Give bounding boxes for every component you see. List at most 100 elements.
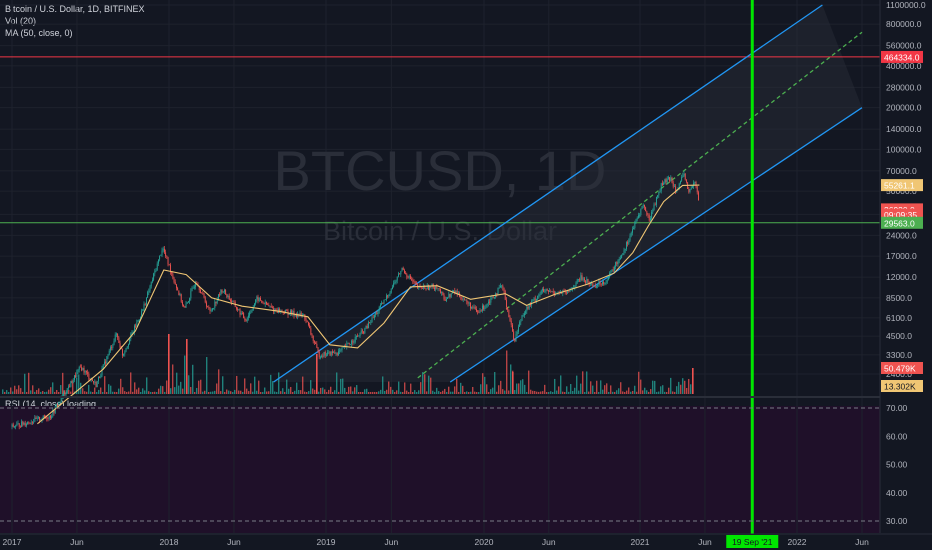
candle-body xyxy=(87,372,89,374)
volume-bar xyxy=(326,392,328,394)
price-tick-label: 4500.0 xyxy=(886,331,912,341)
candle-body xyxy=(203,293,205,298)
candle-body xyxy=(632,229,633,233)
price-tick-label: 8500.0 xyxy=(886,293,912,303)
candle-body xyxy=(594,285,596,288)
volume-bar xyxy=(494,372,496,394)
volume-bar xyxy=(612,391,614,394)
candle-body xyxy=(178,290,180,296)
candle-body xyxy=(71,380,73,384)
candle-body xyxy=(75,375,77,377)
candle-body xyxy=(12,424,14,427)
candle-body xyxy=(686,179,687,183)
candle-body xyxy=(383,299,385,304)
candle-body xyxy=(518,326,519,332)
candle-body xyxy=(47,418,49,420)
volume-bar xyxy=(420,382,422,394)
volume-bar xyxy=(564,391,566,394)
volume-bar xyxy=(92,392,94,394)
volume-bar xyxy=(226,389,228,394)
volume-bar xyxy=(162,386,164,394)
volume-bar xyxy=(518,383,520,394)
volume-bar xyxy=(370,391,372,394)
candle-body xyxy=(215,301,217,304)
time-tick-label: Jun xyxy=(385,537,399,547)
candle-body xyxy=(677,187,679,190)
volume-bar xyxy=(324,389,326,394)
volume-bar xyxy=(574,387,576,394)
volume-bar xyxy=(458,391,460,394)
price-tick-label: 400000.0 xyxy=(886,61,922,71)
candle-body xyxy=(137,320,139,322)
time-tick-label: Jun xyxy=(855,537,869,547)
volume-bar xyxy=(296,382,298,394)
volume-bar xyxy=(570,384,572,394)
volume-bar xyxy=(580,383,582,394)
candle-body xyxy=(42,415,44,420)
volume-label-box xyxy=(881,380,923,392)
candle-body xyxy=(698,192,699,201)
candle-body xyxy=(129,338,131,345)
candle-body xyxy=(36,417,38,419)
candle-body xyxy=(428,284,429,290)
volume-bar xyxy=(152,391,154,394)
volume-bar xyxy=(94,387,96,394)
volume-bar xyxy=(14,385,16,394)
volume-bar xyxy=(6,390,8,394)
candle-body xyxy=(658,192,660,196)
candle-body xyxy=(233,301,235,303)
candle-body xyxy=(375,312,377,316)
candle-body xyxy=(82,367,84,371)
volume-bar xyxy=(462,385,464,394)
volume-bar xyxy=(630,391,632,394)
candle-body xyxy=(29,422,31,424)
candle-body xyxy=(510,320,512,325)
volume-bar xyxy=(484,376,486,394)
price-tick-label: 200000.0 xyxy=(886,103,922,113)
candle-body xyxy=(665,179,667,183)
volume-bar xyxy=(98,389,100,394)
candle-body xyxy=(497,287,499,295)
volume-bar xyxy=(526,391,528,394)
volume-bar xyxy=(588,391,590,394)
candle-body xyxy=(134,325,135,333)
candle-body xyxy=(286,309,288,312)
candle-body xyxy=(500,285,501,288)
candle-body xyxy=(284,312,285,314)
rsi-tick-label: 30.00 xyxy=(886,516,908,526)
candle-body xyxy=(185,303,187,308)
volume-bar xyxy=(194,391,196,394)
volume-bar xyxy=(280,391,282,394)
volume-bar xyxy=(124,391,126,394)
candle-body xyxy=(694,182,696,184)
volume-bar xyxy=(444,388,446,394)
volume-bar xyxy=(684,380,686,394)
candle-body xyxy=(257,296,259,302)
candle-body xyxy=(86,371,87,373)
candle-body xyxy=(318,351,320,358)
price-tick-label: 100000.0 xyxy=(886,144,922,154)
candle-body xyxy=(429,285,431,290)
rsi-legend[interactable]: RSI (14, close) loading... xyxy=(5,399,104,409)
volume-bar xyxy=(468,391,470,394)
candle-body xyxy=(342,346,344,348)
volume-bar xyxy=(590,381,592,394)
legend-volume-line[interactable]: Vol (20) xyxy=(5,16,37,26)
volume-bar xyxy=(300,390,302,394)
candle-body xyxy=(650,218,651,221)
candle-body xyxy=(190,291,192,299)
candle-body xyxy=(660,183,662,191)
candle-body xyxy=(522,315,524,316)
candle-body xyxy=(380,304,381,307)
candle-body xyxy=(629,235,631,241)
volume-bar xyxy=(244,378,246,394)
volume-bar xyxy=(90,391,92,394)
volume-bar xyxy=(272,381,274,394)
candle-body xyxy=(191,288,193,292)
price-label-box xyxy=(881,50,923,63)
legend-symbol-line[interactable]: Bitcoin / U.S. Dollar, 1D, BITFINEX xyxy=(5,4,145,14)
volume-bar xyxy=(306,391,308,394)
volume-bar xyxy=(656,391,658,394)
legend-ma-line[interactable]: MA (50, close, 0) xyxy=(5,28,73,38)
